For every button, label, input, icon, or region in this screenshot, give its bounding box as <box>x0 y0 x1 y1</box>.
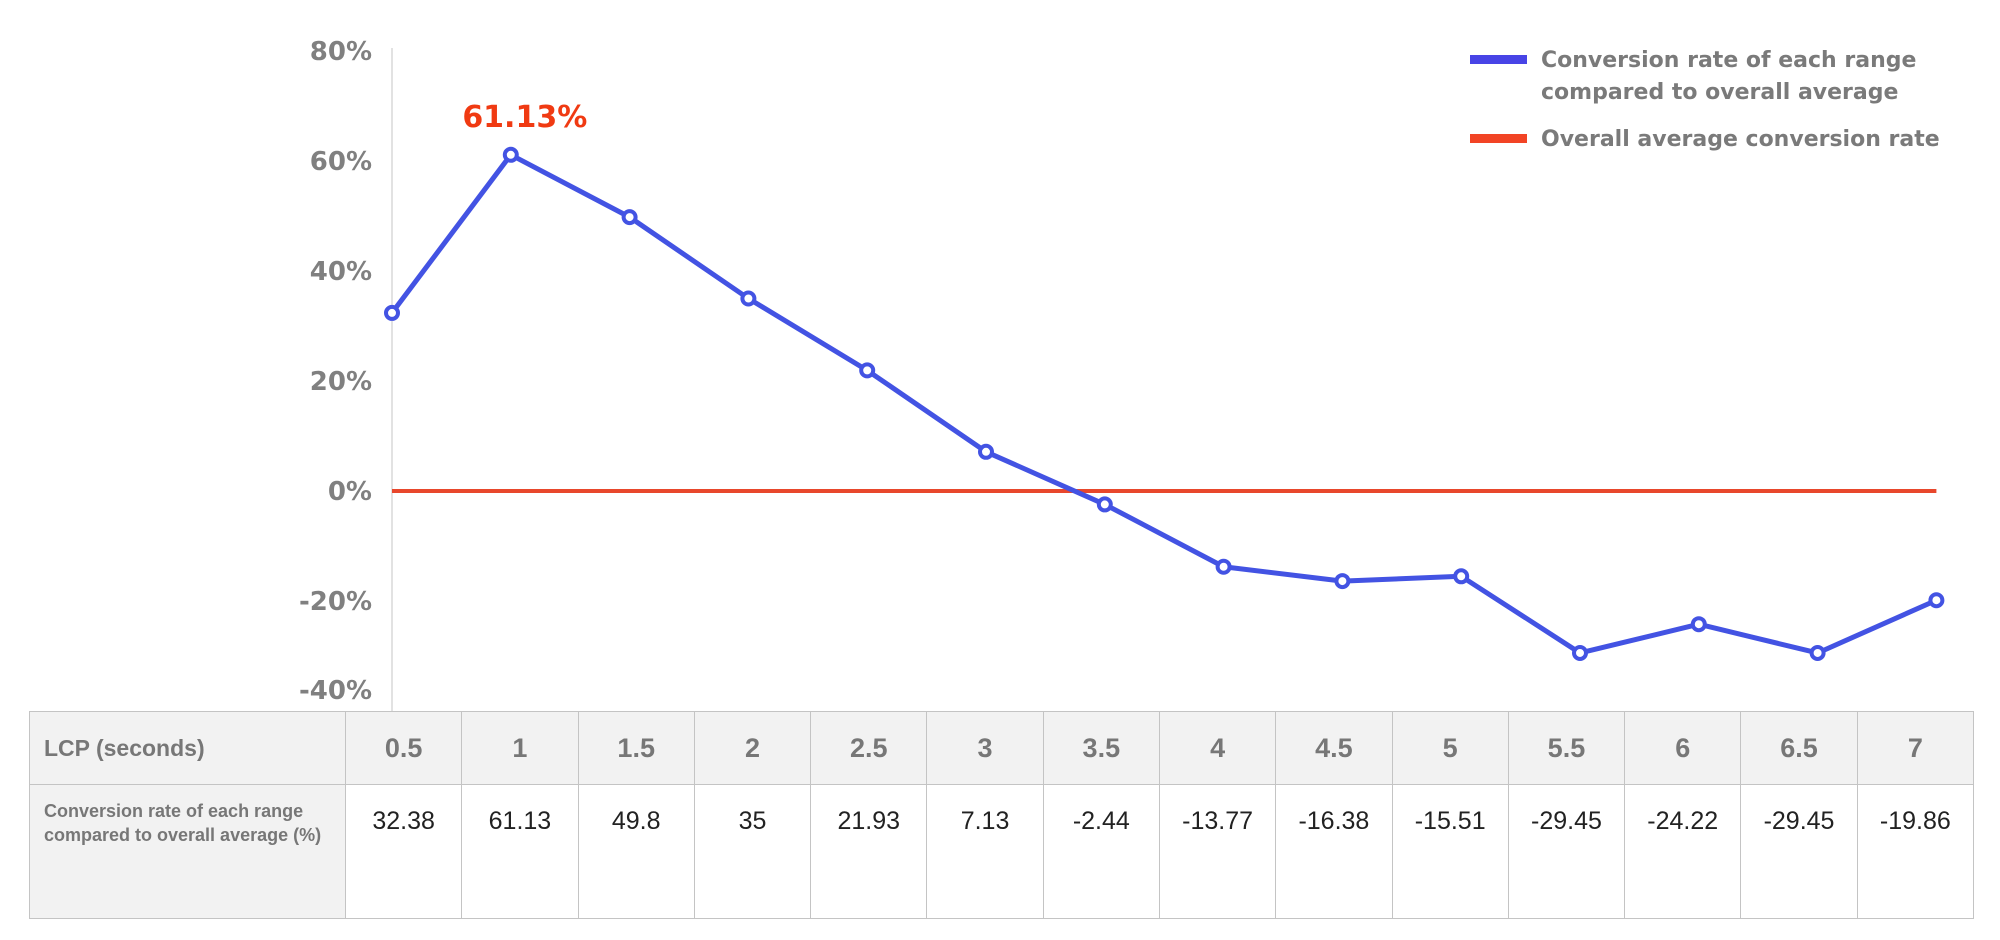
data-point <box>859 362 876 379</box>
column-header: 5.5 <box>1507 711 1626 785</box>
column-header: 6.5 <box>1740 711 1858 785</box>
table-cell: -29.45 <box>1507 784 1626 919</box>
table-cell: -29.45 <box>1740 784 1858 919</box>
legend-label-series-1: Conversion rate of each range compared to… <box>1541 48 1916 105</box>
table-cell: -16.38 <box>1275 784 1393 919</box>
data-point <box>1809 644 1826 661</box>
column-header: 5 <box>1391 711 1509 785</box>
table-cell: 49.8 <box>577 784 695 919</box>
table-cell: -15.51 <box>1391 784 1509 919</box>
y-tick-label: 80% <box>310 37 372 67</box>
y-tick-label: 40% <box>310 257 372 287</box>
y-tick-label: 0% <box>328 477 372 507</box>
data-point <box>621 209 638 226</box>
data-table: LCP (seconds) 0.5 1 1.5 2 2.5 3 3.5 4 4.5 5 5.5 6 6.… <box>29 711 1975 919</box>
data-point <box>1928 592 1945 609</box>
legend-swatch-red <box>1470 134 1527 143</box>
legend: Conversion rate of each range compared to… <box>1470 48 1940 152</box>
header-label: LCP (seconds) <box>29 711 346 785</box>
data-point <box>1334 573 1351 590</box>
legend-label-series-2: Overall average conversion rate <box>1541 127 1940 152</box>
table-cell: -19.86 <box>1856 784 1975 919</box>
column-header: 6 <box>1624 711 1742 785</box>
column-header: 2 <box>693 711 812 785</box>
column-header: 3 <box>926 711 1044 785</box>
column-header: 0.5 <box>344 711 463 785</box>
y-tick-label: -20% <box>299 587 372 617</box>
column-header: 7 <box>1856 711 1975 785</box>
row-label: Conversion rate of each range compared t… <box>29 784 346 919</box>
y-tick-label: 20% <box>310 367 372 397</box>
column-header: 3.5 <box>1042 711 1160 785</box>
data-point <box>978 443 994 460</box>
table-row: Conversion rate of each range compared t… <box>29 784 1975 919</box>
column-header: 4.5 <box>1275 711 1393 785</box>
data-point <box>384 304 400 321</box>
table-cell: 61.13 <box>461 784 579 919</box>
data-point <box>1215 558 1232 575</box>
table-cell: 7.13 <box>926 784 1044 919</box>
data-point <box>740 290 757 307</box>
column-header: 1.5 <box>577 711 695 785</box>
data-point <box>1572 644 1588 661</box>
table-cell: -24.22 <box>1624 784 1742 919</box>
data-point <box>502 146 519 163</box>
data-point <box>1453 568 1470 585</box>
table-cell: 35 <box>693 784 812 919</box>
conversion-rate-line <box>390 152 1938 656</box>
table-header-row: LCP (seconds) 0.5 1 1.5 2 2.5 3 3.5 4 4.5 5 5.5 6 6.… <box>29 711 1975 785</box>
column-header: 2.5 <box>810 711 928 785</box>
table-cell: -13.77 <box>1158 784 1277 919</box>
y-tick-label: -40% <box>299 676 372 706</box>
data-point <box>1096 496 1113 513</box>
table-cell: 32.38 <box>344 784 463 919</box>
data-point <box>1690 616 1707 633</box>
table-cell: -2.44 <box>1042 784 1160 919</box>
y-tick-label: 60% <box>310 147 372 177</box>
legend-swatch-blue <box>1470 55 1527 64</box>
table-cell: 21.93 <box>810 784 928 919</box>
column-header: 1 <box>461 711 579 785</box>
column-header: 4 <box>1158 711 1277 785</box>
peak-annotation: 61.13% <box>462 100 587 135</box>
